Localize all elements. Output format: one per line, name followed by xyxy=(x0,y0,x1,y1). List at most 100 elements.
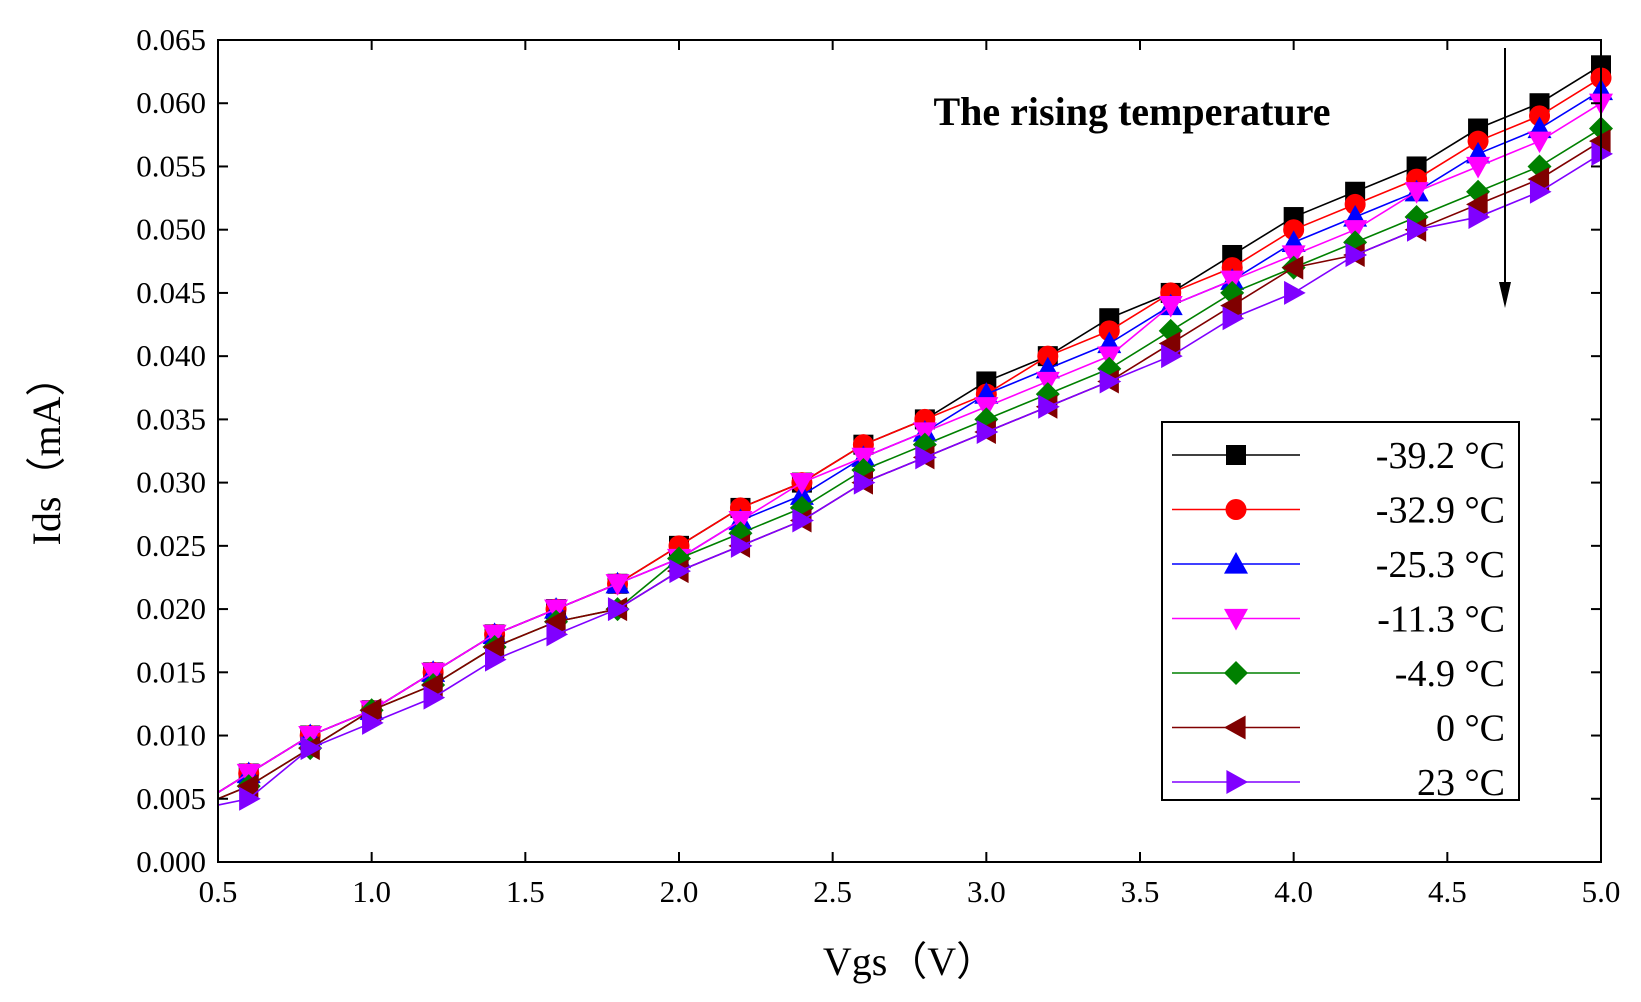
legend-label: -32.9 °C xyxy=(1376,490,1505,532)
data-point xyxy=(976,420,999,445)
annotation-arrow xyxy=(1499,48,1511,308)
y-tick-label: 0.010 xyxy=(136,718,206,753)
data-point xyxy=(792,508,814,533)
data-point xyxy=(1281,255,1304,280)
data-point xyxy=(421,672,443,697)
legend-item: -4.9 °C xyxy=(1172,653,1505,695)
x-tick-label: 3.0 xyxy=(967,874,1006,909)
legend-marker xyxy=(1224,661,1248,685)
series-line xyxy=(217,102,1602,794)
y-tick-label: 0.005 xyxy=(136,781,206,816)
legend-marker xyxy=(1224,608,1248,631)
y-tick-label: 0.015 xyxy=(136,654,206,689)
data-point xyxy=(1467,130,1489,152)
data-point xyxy=(1591,141,1613,166)
data-point xyxy=(853,470,876,495)
data-point xyxy=(1589,129,1611,154)
data-point xyxy=(730,533,753,558)
data-point xyxy=(1527,131,1552,154)
arrow-head xyxy=(1499,282,1511,308)
data-point xyxy=(362,710,384,735)
series-6 xyxy=(217,141,1613,811)
legend-item: -25.3 °C xyxy=(1172,544,1505,586)
data-point xyxy=(482,635,505,660)
legend-marker xyxy=(1226,770,1248,794)
x-tick-label: 4.5 xyxy=(1428,874,1467,909)
annotation-text: The rising temperature xyxy=(934,89,1331,134)
x-tick-label: 1.5 xyxy=(506,874,545,909)
x-axis-title: Vgs（V） xyxy=(823,939,996,984)
data-point xyxy=(239,786,261,811)
legend-label: 23 °C xyxy=(1417,762,1505,804)
x-tick-label: 4.0 xyxy=(1274,874,1313,909)
legend-label: -4.9 °C xyxy=(1395,653,1505,695)
legend-item: -11.3 °C xyxy=(1172,599,1505,641)
axis-ticks: 0.5 1.0 1.5 2.0 2.5 3.0 3.5 4.0 4.5 5.0 0.000 0.005… xyxy=(136,22,1620,909)
y-tick-label: 0.045 xyxy=(136,275,206,310)
legend-item: 23 °C xyxy=(1172,762,1505,804)
data-point xyxy=(359,698,382,723)
data-point xyxy=(669,559,691,584)
data-point xyxy=(1466,192,1488,217)
legend-marker xyxy=(1224,715,1246,740)
data-point xyxy=(1099,369,1122,394)
data-point xyxy=(1527,167,1550,192)
data-point xyxy=(605,574,630,596)
data-point xyxy=(1345,242,1368,267)
data-point xyxy=(546,622,569,647)
data-point xyxy=(1098,320,1120,342)
x-tick-label: 2.0 xyxy=(660,874,699,909)
y-tick-label: 0.040 xyxy=(136,338,206,373)
legend-item: -39.2 °C xyxy=(1172,435,1505,477)
y-tick-label: 0.030 xyxy=(136,465,206,500)
data-point xyxy=(1220,293,1242,318)
series-layer xyxy=(217,55,1613,811)
data-point xyxy=(544,609,566,634)
data-point xyxy=(236,774,259,799)
data-point xyxy=(1158,295,1183,318)
legend-item: 0 °C xyxy=(1172,708,1505,750)
x-tick-label: 0.5 xyxy=(199,874,238,909)
legend-label: 0 °C xyxy=(1436,708,1505,750)
x-tick-label: 5.0 xyxy=(1582,874,1621,909)
data-point xyxy=(1037,345,1059,367)
y-tick-label: 0.050 xyxy=(136,212,206,247)
legend-item: -32.9 °C xyxy=(1172,490,1505,532)
y-tick-label: 0.065 xyxy=(136,22,206,57)
data-point xyxy=(423,685,446,710)
data-point xyxy=(1222,306,1245,331)
data-point xyxy=(1158,331,1181,356)
data-point xyxy=(789,473,814,495)
legend-marker xyxy=(1225,499,1247,520)
legend-marker xyxy=(1226,445,1246,465)
data-point xyxy=(1284,280,1306,305)
data-point xyxy=(1529,179,1552,204)
data-point xyxy=(789,495,814,520)
x-tick-label: 3.5 xyxy=(1121,874,1160,909)
x-tick-label: 1.0 xyxy=(352,874,391,909)
data-point xyxy=(1404,182,1429,204)
data-point xyxy=(1466,156,1491,179)
data-point xyxy=(607,597,630,622)
data-point xyxy=(1529,105,1551,127)
y-tick-label: 0.000 xyxy=(136,844,206,879)
data-point xyxy=(915,445,937,470)
y-tick-label: 0.025 xyxy=(136,528,206,563)
y-tick-label: 0.055 xyxy=(136,148,206,183)
y-tick-label: 0.035 xyxy=(136,401,206,436)
legend-label: -39.2 °C xyxy=(1376,435,1505,477)
legend-marker xyxy=(1224,552,1248,574)
legend-label: -11.3 °C xyxy=(1377,599,1505,641)
data-point xyxy=(1468,205,1491,230)
data-point xyxy=(1283,219,1305,241)
legend: -39.2 °C -32.9 °C -25.3 °C -11.3 °C -4.9 °C 0… xyxy=(1161,421,1520,804)
x-tick-label: 2.5 xyxy=(813,874,852,909)
series-line xyxy=(217,153,1602,806)
data-point xyxy=(485,647,507,672)
legend-label: -25.3 °C xyxy=(1376,544,1505,586)
y-tick-label: 0.020 xyxy=(136,591,206,626)
plot-frame xyxy=(217,39,1602,863)
y-axis-title: Ids（mA） xyxy=(24,357,69,546)
data-point xyxy=(1407,217,1429,242)
